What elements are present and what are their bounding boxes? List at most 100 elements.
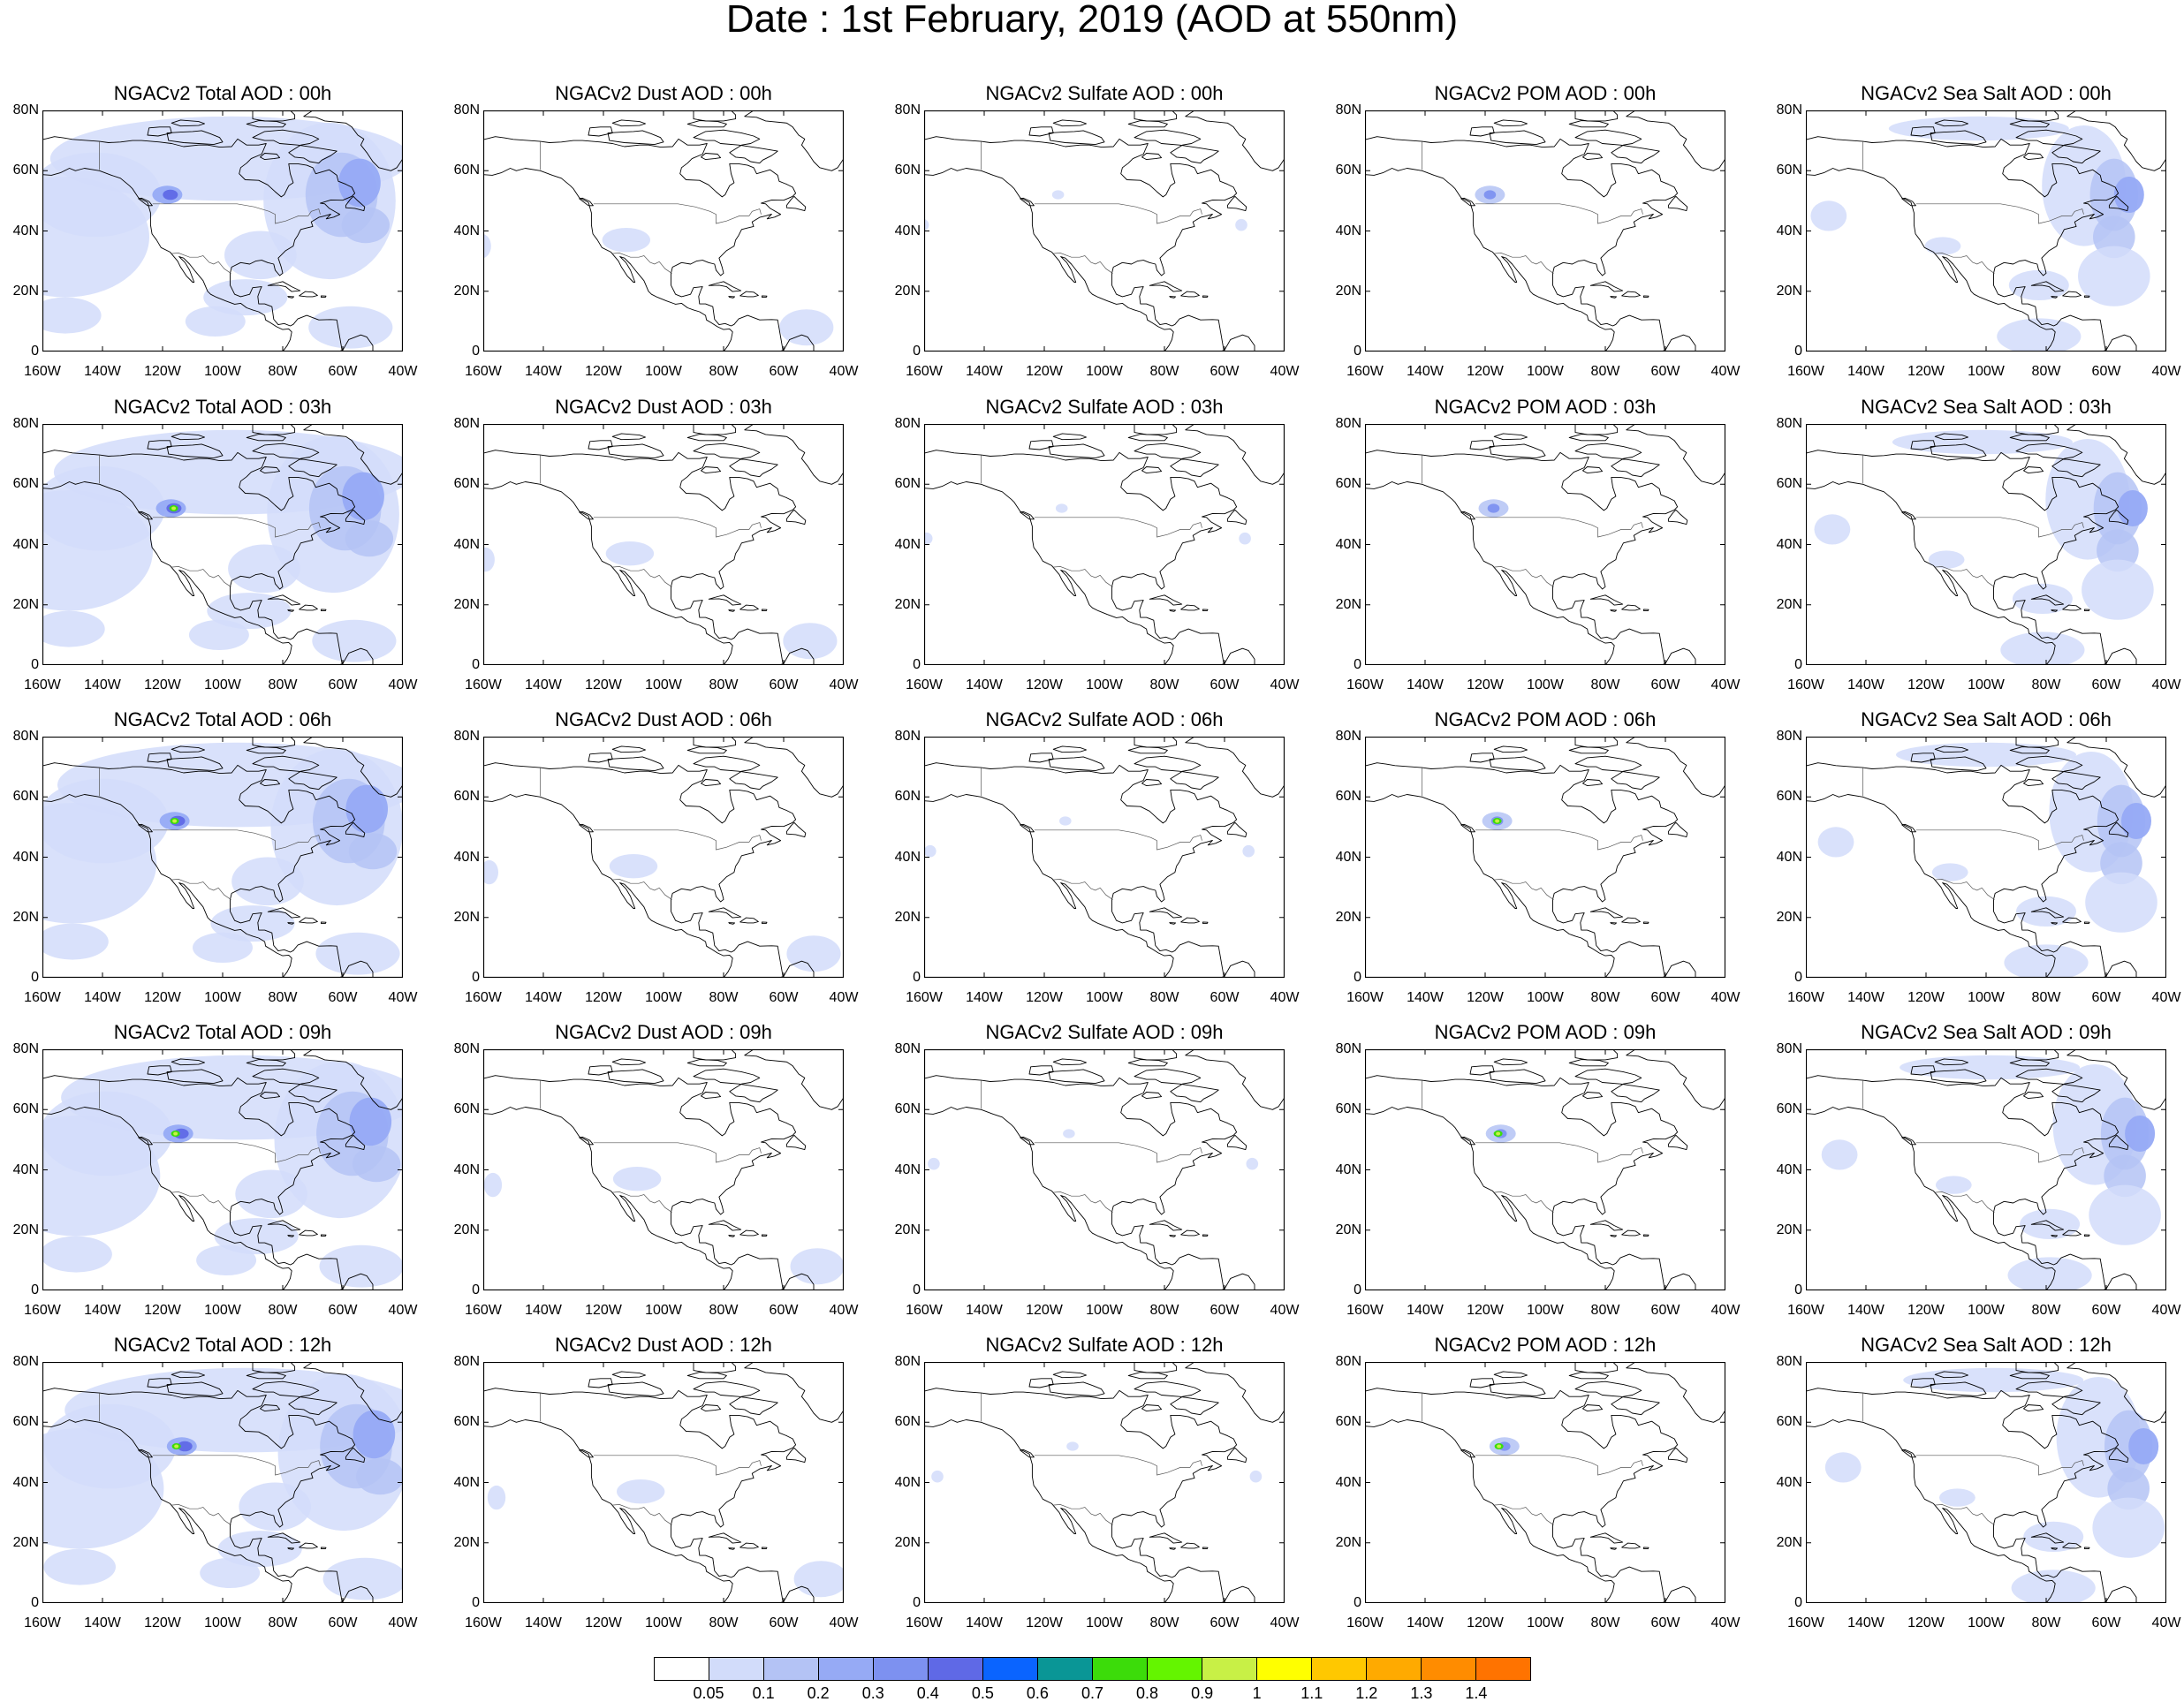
total-aod-panel-title: NGACv2 Total AOD : 12h — [113, 1334, 332, 1356]
latitude-tick-label: 40N — [1335, 536, 1361, 552]
aod-blob — [487, 1485, 506, 1510]
map-frame — [924, 110, 1285, 352]
latitude-tick-label: 20N — [1335, 909, 1361, 925]
coastline-island — [2051, 609, 2059, 612]
political-border — [152, 1455, 321, 1476]
coastline-island — [693, 443, 778, 478]
longitude-tick-label: 60W — [328, 1615, 358, 1630]
map-frame — [1365, 424, 1725, 665]
coastline-island — [1460, 823, 1475, 833]
colorbar-label: 0.5 — [971, 1684, 994, 1702]
latitude-tick-label: 80N — [1335, 729, 1361, 744]
latitude-tick-label: 0 — [1794, 1282, 1802, 1297]
coastline-mainland — [42, 450, 375, 665]
coastline-island — [708, 281, 742, 292]
longitude-tick-label: 160W — [1787, 364, 1824, 379]
latitude-tick-label: 0 — [1794, 970, 1802, 985]
aod-blob — [43, 1548, 116, 1585]
coastline-island — [2009, 120, 2050, 128]
aod-blob — [163, 189, 178, 200]
colorbar-label: 0.3 — [861, 1684, 884, 1702]
longitude-tick-label: 160W — [465, 364, 502, 379]
aod-blob — [1888, 116, 2069, 141]
total-aod-map — [42, 424, 403, 665]
map-frame — [483, 1362, 844, 1603]
coastline-island — [321, 921, 327, 925]
coastline-island — [1626, 424, 1725, 485]
coastline-island — [1574, 1068, 1660, 1103]
coastline-island — [701, 779, 722, 787]
aod-blob — [1487, 503, 1500, 513]
coastline-island — [138, 823, 153, 833]
coastline-island — [1028, 753, 1054, 763]
aod-blob — [1235, 218, 1247, 231]
latitude-tick-label: 20N — [1335, 1222, 1361, 1237]
coastline-island — [588, 1065, 613, 1076]
coastline-mainland — [924, 762, 1256, 978]
coastline-island — [1589, 1220, 1624, 1231]
longitude-tick-label: 100W — [1968, 364, 2005, 379]
coastline-island — [1934, 119, 1969, 127]
longitude-tick-label: 80W — [2031, 364, 2061, 379]
coastline-island — [1589, 1532, 1624, 1544]
latitude-tick-label: 80N — [12, 1041, 39, 1056]
longitude-tick-label: 160W — [24, 677, 61, 692]
political-border — [611, 879, 672, 900]
latitude-tick-label: 40N — [1776, 849, 1802, 865]
coastline-island — [1643, 921, 1649, 925]
coastline-island — [246, 1059, 286, 1067]
longitude-tick-label: 40W — [2151, 990, 2181, 1005]
coastline-island — [2015, 1068, 2101, 1103]
coastline-island — [1643, 609, 1649, 612]
aod-blob — [2004, 944, 2089, 978]
coastline-island — [1185, 1049, 1285, 1110]
longitude-tick-label: 80W — [1590, 1615, 1620, 1630]
coastline-island — [1127, 434, 1168, 442]
sulfate-aod-panel-title: NGACv2 Sulfate AOD : 03h — [985, 396, 1224, 418]
total-aod-panel-title: NGACv2 Total AOD : 06h — [113, 708, 332, 730]
colorbar-segment — [983, 1658, 1038, 1680]
colorbar-label: 1.1 — [1301, 1684, 1323, 1702]
aod-blob — [2085, 872, 2157, 933]
coastline-island — [299, 604, 318, 611]
aod-hotspot-core — [1496, 1131, 1501, 1136]
coastline-island — [1202, 921, 1209, 925]
aod-blob — [2092, 1497, 2165, 1558]
longitude-tick-label: 80W — [2031, 1615, 2061, 1630]
map-frame — [1365, 1362, 1725, 1603]
sea-salt-aod-panel-title: NGACv2 Sea Salt AOD : 00h — [1861, 82, 2112, 104]
coastline-island — [1901, 197, 1916, 207]
dust-aod-panel-title: NGACv2 Dust AOD : 09h — [555, 1021, 772, 1043]
longitude-tick-label: 100W — [1968, 990, 2005, 1005]
borders — [1422, 1393, 1643, 1525]
colorbar-label: 1 — [1252, 1684, 1262, 1702]
political-border — [1934, 1191, 1995, 1213]
political-border — [171, 1191, 231, 1213]
aod-blob — [2089, 1184, 2161, 1245]
coastline-island — [607, 130, 664, 146]
aod-blob — [1903, 1367, 2084, 1393]
aod-blob — [308, 306, 393, 349]
aod-blob — [2125, 1116, 2156, 1152]
coastline-island — [1934, 1058, 1969, 1066]
longitude-tick-label: 120W — [1907, 1615, 1945, 1630]
map-frame — [483, 737, 844, 978]
coastline-island — [1469, 1065, 1495, 1076]
aod-blob — [1814, 514, 1851, 545]
borders — [1422, 768, 1643, 900]
coastline-island — [1149, 1220, 1183, 1231]
coastline-island — [588, 440, 613, 450]
coastlines — [483, 424, 844, 665]
coastline-mainland — [42, 1388, 375, 1603]
colorbar-segment — [929, 1658, 983, 1680]
borders — [99, 141, 321, 274]
longitude-tick-label: 120W — [144, 1303, 181, 1318]
coastline-island — [728, 609, 736, 612]
coastline-island — [287, 609, 295, 612]
coastline-island — [1028, 126, 1054, 137]
coastline-island — [1589, 281, 1624, 292]
aod-blob — [1063, 1129, 1075, 1138]
coastline-island — [2062, 917, 2082, 924]
coastline-island — [1185, 1362, 1285, 1423]
aod-shading — [1478, 499, 1509, 518]
